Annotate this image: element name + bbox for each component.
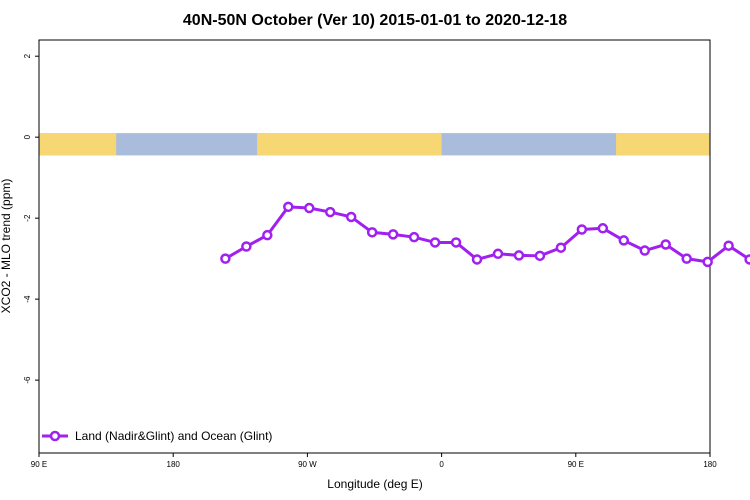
y-axis-label: XCO2 - MLO trend (ppm) [0, 179, 13, 314]
chart-title: 40N-50N October (Ver 10) 2015-01-01 to 2… [183, 12, 567, 29]
data-point [262, 229, 273, 241]
data-point [534, 250, 546, 262]
data-point [555, 242, 567, 253]
map-land-region [616, 133, 710, 156]
data-point [304, 202, 315, 214]
data-point [576, 224, 588, 235]
map-land-region [257, 133, 442, 156]
y-tick-label: 0 [23, 134, 32, 139]
data-point [702, 256, 713, 268]
y-tick-label: -6 [23, 376, 32, 384]
data-point [387, 229, 399, 240]
x-tick-label: 180 [703, 460, 717, 469]
data-point [597, 223, 609, 234]
series-line [224, 205, 750, 264]
x-tick-label: 180 [167, 460, 181, 469]
y-tick-label: -4 [23, 295, 32, 303]
map-strip [39, 133, 710, 156]
data-point [408, 231, 420, 243]
data-point [639, 245, 651, 256]
x-axis: 90 E 180 90 W 0 90 E 180 [31, 453, 717, 469]
y-axis: 2 0 -2 -4 -6 [23, 53, 39, 384]
data-point [660, 239, 671, 250]
data-point [618, 235, 630, 246]
data-point [429, 237, 441, 248]
x-tick-label: 0 [439, 460, 444, 469]
data-point [681, 253, 692, 264]
data-point [220, 253, 231, 264]
data-point [450, 237, 462, 248]
data-point [241, 241, 252, 252]
data-point [471, 254, 483, 265]
legend: Land (Nadir&Glint) and Ocean (Glint) [42, 429, 272, 443]
data-point [492, 248, 504, 260]
data-point [366, 227, 378, 238]
data-point [283, 201, 294, 213]
series-layer [220, 201, 750, 268]
data-point [345, 211, 357, 223]
x-tick-label: 90 E [568, 460, 584, 469]
y-tick-label: 2 [23, 53, 32, 58]
plot-frame [38, 39, 711, 454]
data-point [723, 240, 734, 251]
y-tick-label: -2 [23, 214, 32, 222]
x-tick-label: 90 E [31, 460, 47, 469]
x-tick-label: 90 W [298, 460, 317, 469]
x-axis-label: Longitude (deg E) [327, 477, 422, 491]
data-point [324, 206, 336, 218]
data-point [513, 250, 525, 261]
legend-marker [49, 430, 61, 442]
map-land-region [39, 133, 117, 156]
legend-label: Land (Nadir&Glint) and Ocean (Glint) [75, 429, 272, 443]
data-point [744, 254, 750, 265]
